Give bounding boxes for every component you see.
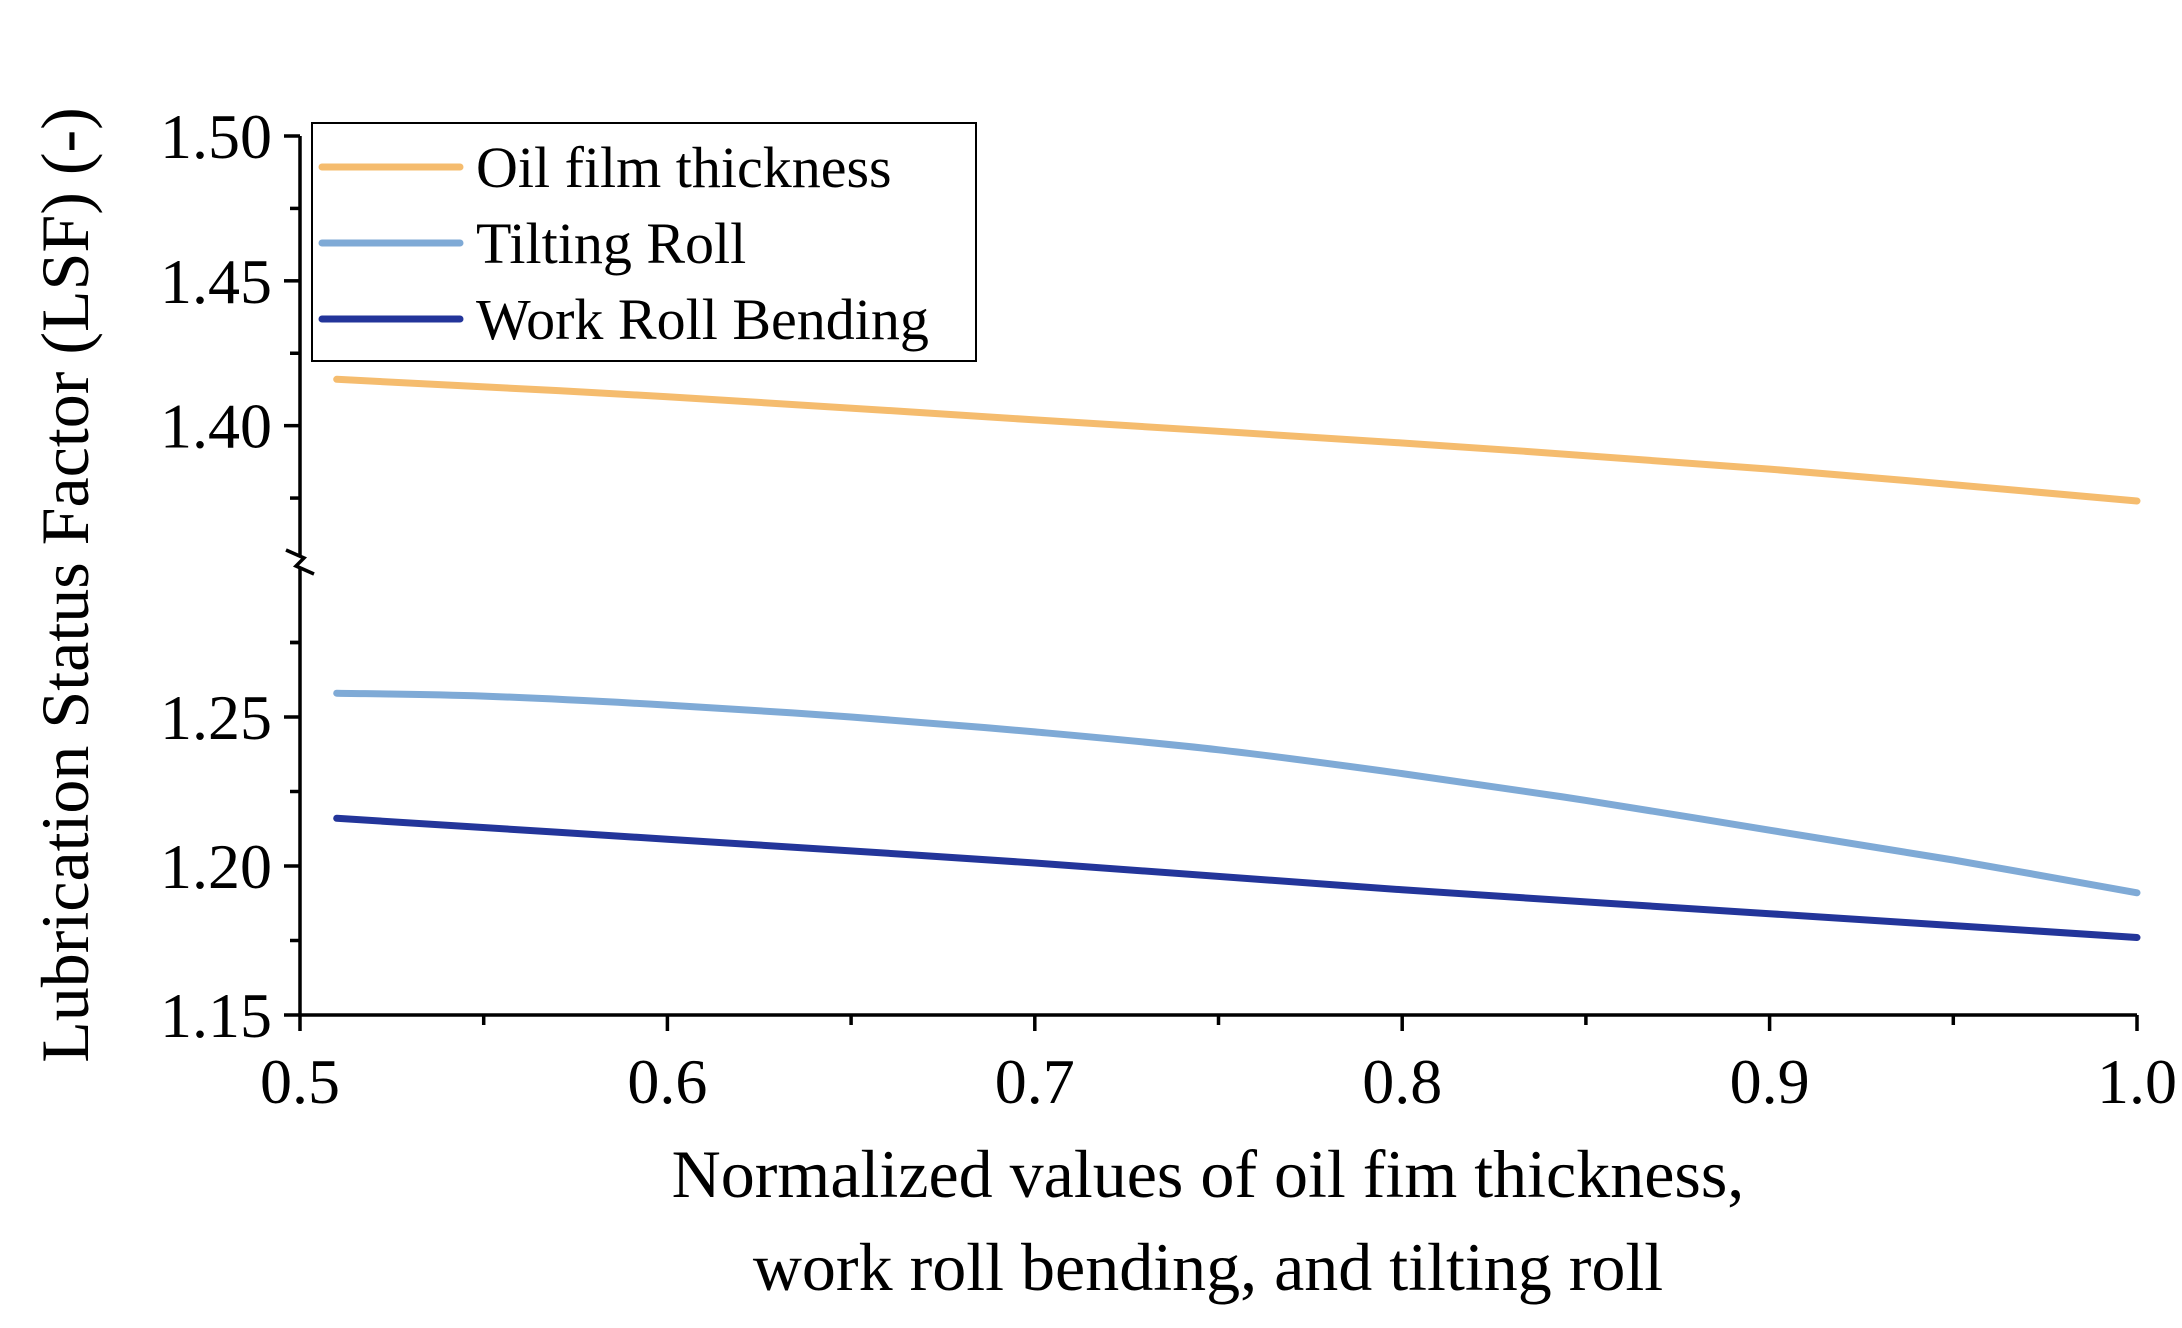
y-tick-label: 1.50 bbox=[160, 101, 272, 172]
y-tick-label: 1.15 bbox=[160, 980, 272, 1051]
legend-label-work-roll-bending: Work Roll Bending bbox=[476, 287, 929, 352]
series-line-oil-film-thickness bbox=[333, 375, 2141, 505]
legend: Oil film thickness Tilting Roll Work Roll … bbox=[311, 122, 977, 362]
x-tick-label: 0.8 bbox=[1362, 1046, 1442, 1117]
y-axis-break-mark bbox=[285, 548, 315, 576]
y-tick-label: 1.25 bbox=[160, 682, 272, 753]
x-tick-label: 0.5 bbox=[260, 1046, 340, 1117]
x-tick-label: 0.9 bbox=[1730, 1046, 1810, 1117]
legend-label-tilting-roll: Tilting Roll bbox=[476, 211, 746, 276]
y-tick-label: 1.45 bbox=[160, 246, 272, 317]
series-line-tilting-roll bbox=[333, 689, 2141, 897]
series-line-work-roll-bending bbox=[333, 814, 2141, 941]
x-axis-title-line-2: work roll bending, and tilting roll bbox=[753, 1229, 1663, 1305]
axes: 0.5 0.6 0.7 0.8 0.9 1.0 1.15 1.20 1.25 1.40 1.45 1.… bbox=[160, 101, 2177, 1117]
x-tick-label: 1.0 bbox=[2097, 1046, 2177, 1117]
y-tick-label: 1.40 bbox=[160, 391, 272, 462]
y-axis-title: Lubrication Status Factor (LSF) (-) bbox=[27, 107, 103, 1063]
x-tick-label: 0.6 bbox=[627, 1046, 707, 1117]
legend-label-oil-film-thickness: Oil film thickness bbox=[476, 135, 892, 200]
y-tick-label: 1.20 bbox=[160, 831, 272, 902]
x-tick-label: 0.7 bbox=[995, 1046, 1075, 1117]
series-layer bbox=[333, 375, 2141, 941]
x-axis-title-line-1: Normalized values of oil fim thickness, bbox=[672, 1136, 1745, 1212]
